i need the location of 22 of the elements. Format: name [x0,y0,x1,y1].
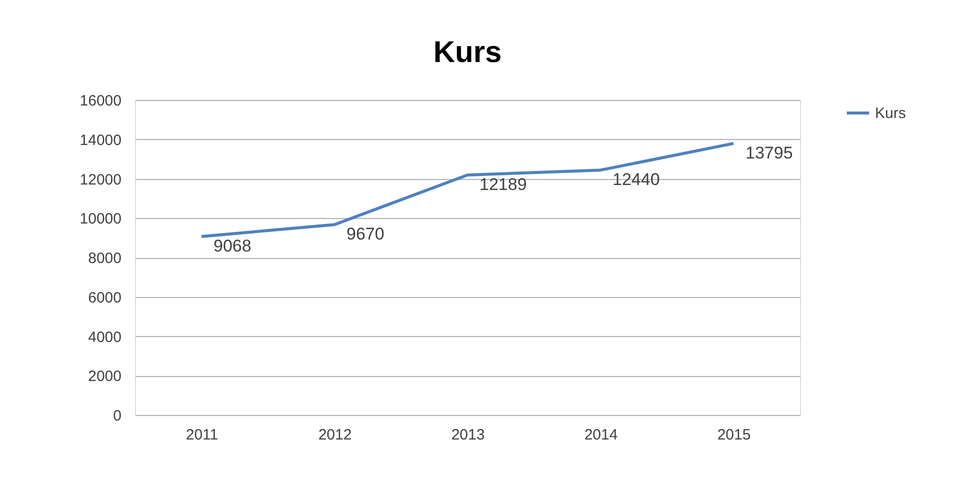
x-tick-label: 2011 [186,426,218,444]
x-tick-label: 2015 [717,426,751,444]
chart-title: Kurs [433,36,502,69]
legend-label: Kurs [875,105,906,122]
y-tick-label: 14000 [80,132,122,149]
y-tick-label: 12000 [80,171,122,188]
y-tick-label: 6000 [88,289,122,306]
data-label: 12189 [480,175,527,194]
y-tick-label: 16000 [80,92,122,110]
x-tick-label: 2013 [451,426,485,444]
y-tick-label: 0 [113,408,122,424]
x-tick-label: 2014 [584,426,618,444]
line-series [200,142,735,238]
data-label: 9670 [346,224,384,244]
x-tick-label: 2012 [318,426,352,444]
y-tick-label: 8000 [88,250,122,267]
data-label: 12440 [612,170,660,190]
y-tick-label: 4000 [88,328,122,346]
y-tick-label: 10000 [80,210,122,228]
data-label: 13795 [746,143,793,162]
data-label: 9068 [214,236,252,256]
y-tick-label: 2000 [88,368,122,386]
